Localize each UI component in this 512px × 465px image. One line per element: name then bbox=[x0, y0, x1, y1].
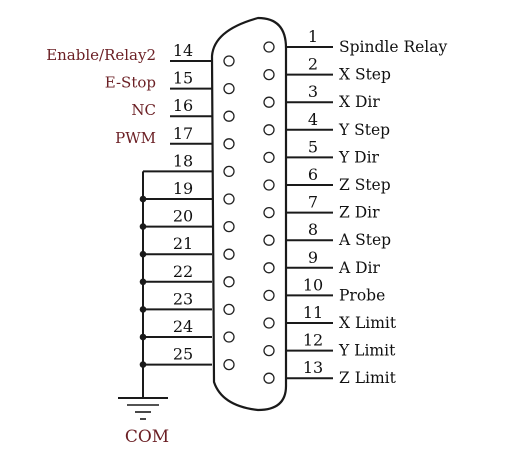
connector-shell bbox=[210, 16, 288, 412]
pin-number: 11 bbox=[303, 303, 323, 322]
pin-label-right: A Dir bbox=[338, 259, 381, 277]
pin-number: 24 bbox=[173, 317, 193, 336]
pin-number: 4 bbox=[308, 110, 318, 129]
pin-label-right: X Dir bbox=[339, 93, 380, 111]
pin-hole bbox=[263, 317, 275, 329]
pin-number: 10 bbox=[303, 275, 323, 294]
pin-number: 1 bbox=[308, 27, 318, 46]
pin-number: 16 bbox=[173, 96, 193, 115]
pin-label-right: X Limit bbox=[339, 314, 397, 332]
pin-label-right: X Step bbox=[339, 66, 391, 84]
pin-number: 7 bbox=[308, 193, 318, 212]
pin-label-left: PWM bbox=[115, 129, 156, 147]
pin-label-right: Z Limit bbox=[339, 369, 397, 387]
pin-hole bbox=[223, 331, 235, 343]
pin-hole bbox=[263, 289, 275, 302]
pin-number: 21 bbox=[173, 234, 193, 253]
pin-number: 17 bbox=[173, 124, 193, 143]
ground-label: COM bbox=[125, 427, 169, 447]
pin-label-right: Z Step bbox=[339, 176, 391, 194]
pin-hole bbox=[223, 82, 235, 95]
pin-label-left: NC bbox=[131, 101, 156, 119]
pin-number: 15 bbox=[173, 69, 193, 88]
pin-label-right: Y Step bbox=[338, 121, 390, 139]
pin-hole bbox=[223, 110, 235, 122]
pin-hole bbox=[223, 248, 235, 260]
pin-hole bbox=[223, 138, 235, 150]
pin-hole bbox=[263, 179, 275, 191]
pin-hole bbox=[223, 358, 235, 371]
pin-label-right: Y Dir bbox=[338, 148, 380, 166]
pin-hole bbox=[263, 151, 275, 164]
pin-number: 18 bbox=[173, 151, 193, 170]
pin-hole bbox=[263, 206, 275, 219]
pin-hole bbox=[223, 55, 235, 67]
pin-number: 19 bbox=[173, 179, 193, 198]
pin-hole bbox=[263, 262, 275, 274]
pin-hole bbox=[223, 165, 235, 178]
pin-hole bbox=[223, 276, 235, 288]
pin-hole bbox=[223, 220, 235, 233]
pin-hole bbox=[263, 96, 275, 108]
pin-number: 22 bbox=[173, 262, 193, 281]
pin-number: 23 bbox=[173, 289, 193, 308]
pin-label-left: E-Stop bbox=[105, 74, 156, 92]
pin-number: 14 bbox=[173, 41, 193, 60]
pin-hole bbox=[223, 303, 235, 316]
pin-label-right: A Step bbox=[338, 231, 391, 249]
pin-hole bbox=[263, 41, 275, 53]
pin-number: 8 bbox=[308, 220, 318, 239]
pin-hole bbox=[263, 124, 275, 136]
pin-label-right: Z Dir bbox=[339, 204, 380, 222]
pin-number: 9 bbox=[308, 248, 318, 267]
pin-number: 25 bbox=[173, 345, 193, 364]
pin-label-right: Probe bbox=[339, 286, 385, 304]
pin-label-left: Enable/Relay2 bbox=[46, 46, 156, 64]
pin-number: 5 bbox=[308, 137, 318, 156]
pin-hole bbox=[263, 234, 275, 246]
pin-label-right: Y Limit bbox=[338, 342, 396, 360]
pin-number: 12 bbox=[303, 331, 323, 350]
pin-hole bbox=[263, 344, 275, 357]
pin-number: 3 bbox=[308, 82, 318, 101]
pin-number: 2 bbox=[308, 55, 318, 74]
pin-hole bbox=[223, 193, 235, 205]
pin-hole bbox=[263, 372, 275, 384]
pin-number: 20 bbox=[173, 207, 193, 226]
pin-hole bbox=[263, 68, 275, 81]
pin-number: 13 bbox=[303, 358, 323, 377]
pin-number: 6 bbox=[308, 165, 318, 184]
pin-label-right: Spindle Relay bbox=[339, 38, 448, 56]
